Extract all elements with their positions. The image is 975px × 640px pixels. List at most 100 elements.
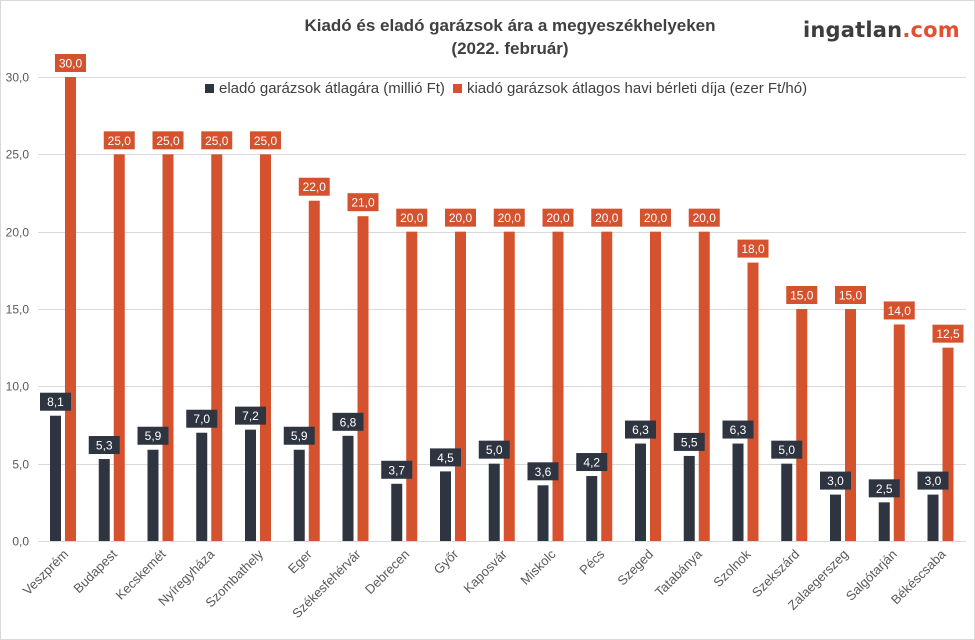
data-label-box [917,471,949,490]
x-tick-label: Kaposvár [460,546,510,596]
data-label-sale: 6,3 [722,420,754,439]
data-label-sale: 7,2 [235,406,266,425]
bar-rent [698,231,710,541]
data-label-box [591,208,623,227]
data-label-text: 15,0 [790,289,814,303]
bar-rent [162,154,174,542]
data-label-box [673,432,705,451]
bar-rent [552,231,564,541]
data-label-text: 30,0 [59,57,83,71]
bar-sale [391,483,403,541]
data-label-box [576,453,608,472]
data-label-text: 20,0 [644,211,668,225]
y-tick-label: 25,0 [6,148,30,162]
data-label-text: 20,0 [449,211,473,225]
data-label-rent: 30,0 [55,54,86,72]
y-tick-label: 15,0 [6,303,30,317]
data-label-box [527,462,559,481]
data-label-box [103,131,135,150]
data-label-rent: 25,0 [152,131,184,150]
data-label-box [381,460,413,479]
bar-rent [845,309,856,541]
data-label-text: 2,5 [876,482,893,496]
data-label-text: 3,0 [925,474,942,488]
data-label-rent: 22,0 [298,177,330,196]
data-label-box [201,131,233,150]
data-label-sale: 4,5 [430,448,461,467]
data-label-rent: 20,0 [542,208,574,227]
data-label-box [298,177,330,196]
data-label-sale: 5,3 [88,436,120,455]
bar-sale [293,449,305,541]
x-tick-label: Szolnok [710,546,754,590]
bar-rent [113,154,125,542]
data-label-box [640,208,671,227]
x-tick-label: Eger [285,546,315,576]
data-label-text: 4,5 [437,451,454,465]
data-label-text: 21,0 [351,196,375,210]
bar-sale [683,455,695,541]
data-label-box [332,412,364,431]
data-label-text: 25,0 [108,134,132,148]
data-label-box [835,286,866,304]
x-tick-label: Debrecen [362,547,412,597]
x-tick-label: Budapest [70,546,120,596]
bar-sale [440,471,451,541]
data-label-box [250,131,281,150]
chart-subtitle: (2022. február) [451,39,569,58]
legend-swatch-rent [452,84,462,93]
bar-rent [65,77,76,541]
data-label-rent: 18,0 [737,239,769,258]
data-label-sale: 5,5 [673,432,705,451]
data-label-text: 5,9 [145,429,162,443]
bar-rent [893,324,905,541]
data-label-sale: 3,7 [381,460,413,479]
data-label-sale: 5,0 [478,440,510,459]
data-label-text: 6,8 [340,415,357,429]
data-label-box [283,426,315,445]
data-label-sale: 3,0 [917,471,949,490]
chart-title-block: Kiadó és eladó garázsok ára a megyeszékh… [250,14,770,60]
data-label-box [493,208,525,227]
bar-sale [537,485,549,541]
bar-sale [586,476,598,541]
data-label-sale: 8,1 [40,392,71,411]
data-label-text: 20,0 [595,211,619,225]
data-label-text: 7,2 [242,409,259,423]
data-label-box [152,131,184,150]
data-label-text: 3,7 [388,463,405,477]
bar-sale [927,494,939,541]
data-label-box [786,286,818,304]
data-label-box [883,301,915,320]
data-label-box [347,193,379,212]
legend-label-sale: eladó garázsok átlagára (millió Ft) [219,80,445,97]
gridlines [38,77,966,542]
data-label-text: 5,3 [96,439,113,453]
legend-item-rent: kiadó garázsok átlagos havi bérleti díja… [452,80,808,97]
data-label-text: 7,0 [193,412,210,426]
data-labels: 8,1 30,0 5,3 25,0 5,9 25,0 7,0 25,0 7,2 25,0 5,9 22… [40,54,964,498]
data-label-rent: 20,0 [688,208,720,227]
x-tick-label: Pécs [576,546,607,577]
data-label-text: 20,0 [546,211,570,225]
data-label-sale: 6,8 [332,412,364,431]
data-label-sale: 6,3 [625,420,656,439]
data-label-text: 5,0 [486,443,503,457]
data-label-text: 6,3 [632,423,649,437]
data-label-text: 4,2 [583,456,600,470]
data-label-sale: 3,0 [820,471,851,490]
data-label-sale: 5,9 [283,426,315,445]
data-label-box [137,426,169,445]
x-tick-label: Tatabánya [652,546,706,600]
x-axis-ticks: Veszprém BudapestKecskemétNyíregyházaSzom… [20,546,950,621]
data-label-text: 3,0 [827,474,844,488]
legend-label-rent: kiadó garázsok átlagos havi bérleti díja… [466,80,808,97]
bar-sale [635,443,646,541]
legend: eladó garázsok átlagára (millió Ft) kiad… [205,80,815,97]
y-tick-label: 0,0 [12,535,29,549]
y-tick-label: 30,0 [6,71,30,85]
data-label-box [478,440,510,459]
bar-sale [98,459,110,541]
bar-rent [357,216,369,541]
data-label-box [235,406,266,425]
